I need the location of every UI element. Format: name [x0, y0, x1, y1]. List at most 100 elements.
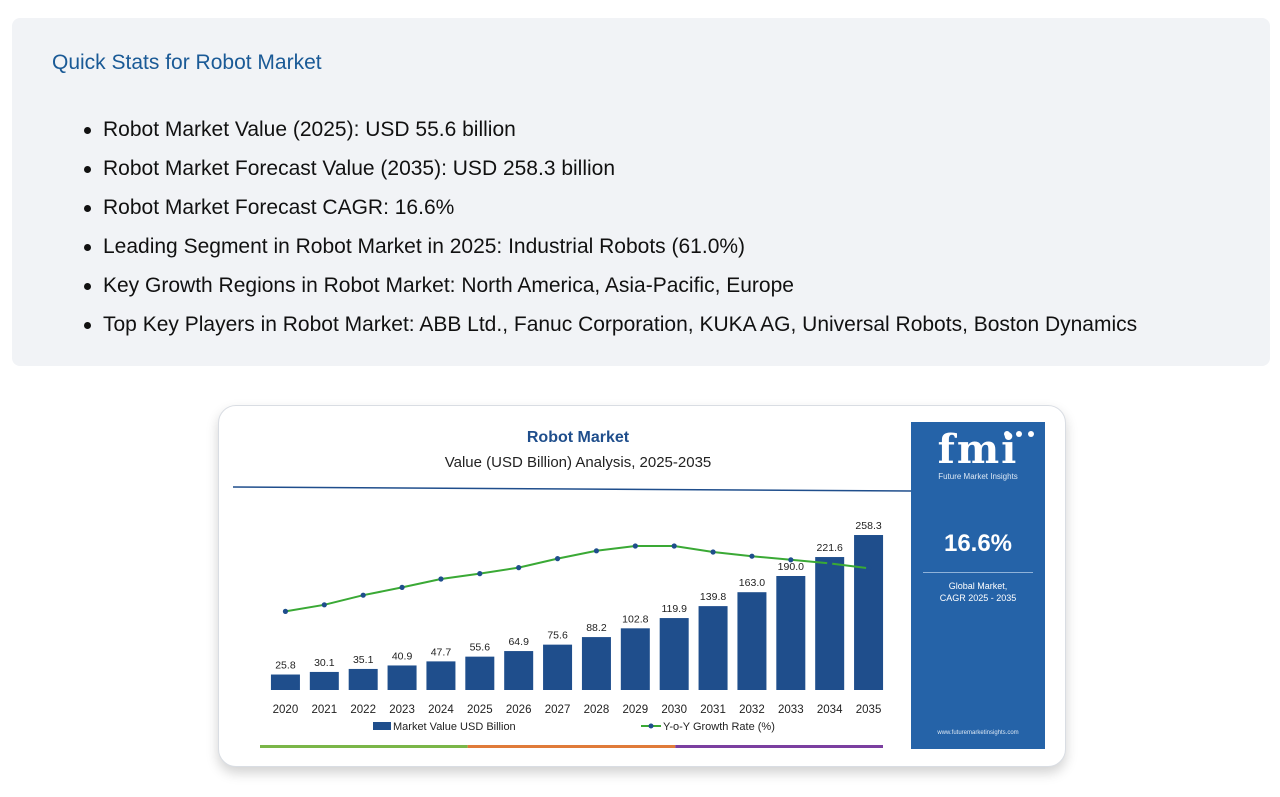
x-tick-2023: 2023 — [389, 704, 415, 716]
x-tick-2020: 2020 — [273, 704, 299, 716]
x-tick-2029: 2029 — [623, 704, 649, 716]
bar-value-label-2033: 190.0 — [778, 561, 804, 573]
quick-stats-title: Quick Stats for Robot Market — [52, 51, 322, 74]
bar-value-label-2020: 25.8 — [275, 660, 296, 672]
cagr-caption-line1: Global Market, — [948, 581, 1008, 591]
x-tick-2025: 2025 — [467, 704, 493, 716]
bar-2020 — [270, 674, 300, 690]
x-tick-2034: 2034 — [817, 704, 843, 716]
growth-point-2035 — [865, 565, 872, 571]
bar-value-label-2035: 258.3 — [855, 520, 881, 532]
growth-point-2028 — [593, 548, 600, 554]
footer-strip-segment — [675, 745, 883, 748]
stat-item: Robot Market Forecast Value (2035): USD … — [80, 149, 1137, 188]
growth-point-2034 — [827, 560, 833, 566]
bar-value-label-2032: 163.0 — [739, 577, 765, 589]
brand-url[interactable]: www.futuremarketinsights.com — [937, 730, 1019, 736]
x-tick-2032: 2032 — [739, 704, 765, 716]
bar-2032 — [737, 592, 767, 690]
x-tick-2027: 2027 — [545, 704, 571, 716]
x-tick-2021: 2021 — [312, 704, 338, 716]
bar-value-label-2029: 102.8 — [622, 613, 648, 625]
growth-point-2020 — [282, 608, 289, 614]
growth-point-2023 — [399, 584, 405, 590]
growth-point-2024 — [438, 576, 444, 582]
bar-2035 — [854, 535, 884, 690]
bar-value-label-2024: 47.7 — [431, 646, 452, 658]
quick-stats-list: Robot Market Value (2025): USD 55.6 bill… — [80, 110, 1137, 344]
growth-point-2021 — [321, 602, 327, 608]
footer-strip-segment — [467, 745, 676, 748]
chart-subtitle: Value (USD Billion) Analysis, 2025-2035 — [445, 454, 712, 471]
footer-color-strip — [260, 745, 883, 748]
x-tick-2033: 2033 — [778, 704, 804, 716]
footer-strip-segment — [260, 745, 468, 748]
legend-bar-label: Market Value USD Billion — [393, 721, 516, 733]
bar-2026 — [504, 651, 534, 690]
legend-bar-swatch — [373, 722, 391, 730]
bar-2029 — [620, 628, 650, 690]
growth-point-2032 — [749, 553, 755, 559]
cagr-value: 16.6% — [943, 530, 1013, 557]
growth-point-2026 — [516, 565, 522, 571]
bar-2024 — [426, 661, 456, 690]
bar-value-label-2034: 221.6 — [817, 542, 843, 554]
cagr-divider — [923, 572, 1033, 573]
bar-2034 — [815, 557, 845, 690]
growth-point-2031 — [710, 549, 716, 555]
x-tick-2035: 2035 — [856, 704, 882, 716]
bar-value-label-2030: 119.9 — [661, 603, 687, 615]
brand-panel: fmi Future Market Insights 16.6% Global … — [911, 422, 1045, 749]
title-divider — [233, 486, 911, 492]
bar-2033 — [776, 576, 806, 690]
growth-line-layer — [282, 543, 872, 614]
growth-point-2029 — [632, 543, 638, 549]
bar-2021 — [309, 671, 339, 690]
x-tick-2026: 2026 — [506, 704, 532, 716]
growth-point-2030 — [671, 543, 677, 549]
chart-legend: Market Value USD Billion Y-o-Y Growth Ra… — [373, 721, 775, 733]
growth-point-2022 — [360, 592, 366, 598]
bar-value-label-2031: 139.8 — [700, 591, 726, 603]
growth-point-2033 — [788, 557, 794, 563]
bar-2028 — [581, 637, 611, 690]
quick-stats-panel: Quick Stats for Robot Market Robot Marke… — [12, 18, 1270, 366]
bar-value-label-2027: 75.6 — [547, 630, 568, 642]
logo-figures-icon — [1004, 431, 1034, 437]
stat-item: Key Growth Regions in Robot Market: Nort… — [80, 266, 1137, 305]
legend-line-marker — [648, 723, 654, 729]
growth-point-2025 — [477, 571, 483, 577]
bar-2025 — [465, 656, 495, 690]
cagr-caption-line2: CAGR 2025 - 2035 — [939, 593, 1017, 603]
fmi-logo-subtitle: Future Market Insights — [938, 472, 1018, 481]
x-tick-2022: 2022 — [350, 704, 376, 716]
stat-item: Top Key Players in Robot Market: ABB Ltd… — [80, 305, 1137, 344]
growth-point-2027 — [554, 556, 561, 562]
x-axis-labels: 2020 2021 2022 2023 2024 2025 2026 2027 2028 2029… — [273, 704, 882, 716]
stat-item: Robot Market Forecast CAGR: 16.6% — [80, 188, 1137, 227]
bar-value-label-2025: 55.6 — [470, 642, 491, 654]
x-tick-2031: 2031 — [700, 704, 726, 716]
x-tick-2028: 2028 — [584, 704, 610, 716]
bar-value-label-2028: 88.2 — [586, 622, 607, 634]
fmi-logo: fmi — [937, 426, 1019, 473]
legend-line-label: Y-o-Y Growth Rate (%) — [663, 721, 775, 733]
chart-title: Robot Market — [527, 429, 630, 446]
bars-layer: 25.8 30.1 35.1 40.9 47.7 55.6 64.9 75.6 88.2 102.… — [270, 520, 884, 690]
x-tick-2024: 2024 — [428, 704, 454, 716]
bar-2022 — [348, 668, 378, 690]
x-tick-2030: 2030 — [661, 704, 687, 716]
cagr-caption: Global Market, CAGR 2025 - 2035 — [911, 580, 1045, 604]
bar-2030 — [659, 618, 689, 690]
robot-market-chart: Robot Market Value (USD Billion) Analysi… — [233, 429, 911, 748]
bar-2023 — [387, 665, 417, 690]
market-infographic[interactable]: Robot Market Value (USD Billion) Analysi… — [218, 405, 1066, 767]
growth-rate-line — [285, 545, 869, 613]
bar-2027 — [543, 644, 573, 690]
bar-value-label-2021: 30.1 — [314, 657, 335, 669]
bar-2031 — [698, 606, 728, 690]
bar-value-label-2023: 40.9 — [392, 650, 413, 662]
bar-value-label-2026: 64.9 — [508, 636, 529, 648]
stat-item: Leading Segment in Robot Market in 2025:… — [80, 227, 1137, 266]
stat-item: Robot Market Value (2025): USD 55.6 bill… — [80, 110, 1137, 149]
